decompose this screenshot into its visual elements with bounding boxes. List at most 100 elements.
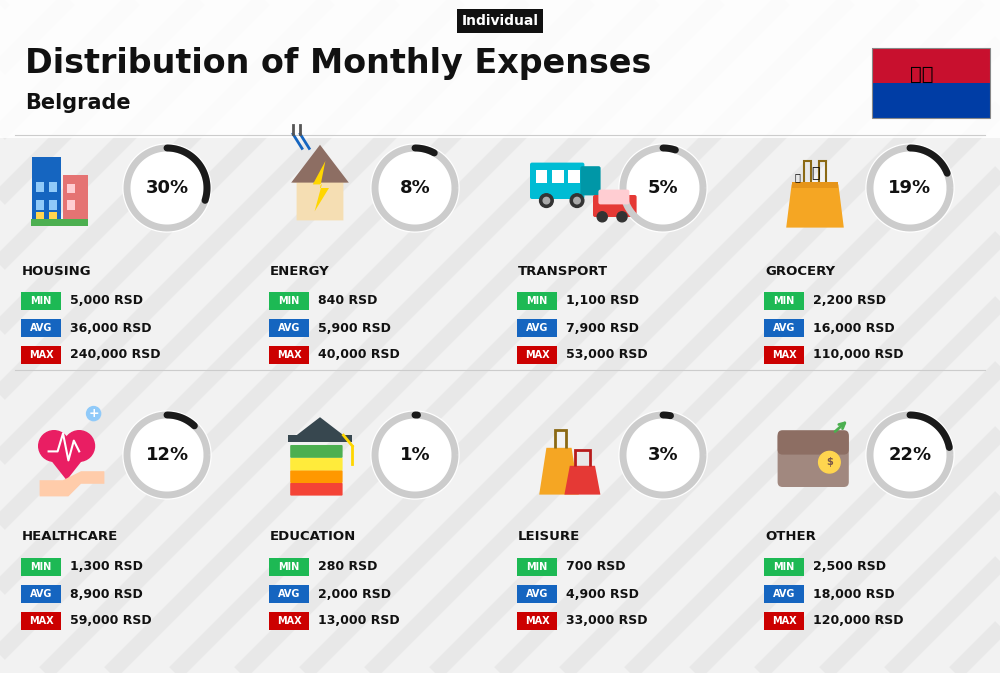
Text: MAX: MAX <box>29 350 53 360</box>
Circle shape <box>540 194 553 207</box>
Text: 8,900 RSD: 8,900 RSD <box>70 588 143 600</box>
FancyBboxPatch shape <box>764 586 804 603</box>
FancyBboxPatch shape <box>36 212 44 219</box>
FancyBboxPatch shape <box>872 48 990 83</box>
FancyBboxPatch shape <box>593 195 637 217</box>
FancyBboxPatch shape <box>269 612 309 630</box>
Circle shape <box>597 212 607 222</box>
Text: ENERGY: ENERGY <box>270 264 330 277</box>
Text: MIN: MIN <box>526 296 548 306</box>
FancyBboxPatch shape <box>67 200 75 209</box>
Text: 1,300 RSD: 1,300 RSD <box>70 561 143 573</box>
Text: AVG: AVG <box>30 589 52 599</box>
FancyBboxPatch shape <box>517 346 557 363</box>
Text: HEALTHCARE: HEALTHCARE <box>22 530 118 544</box>
Polygon shape <box>40 446 94 481</box>
Polygon shape <box>786 184 844 227</box>
Text: MIN: MIN <box>526 562 548 572</box>
Text: 2,000 RSD: 2,000 RSD <box>318 588 391 600</box>
Text: +: + <box>88 407 99 420</box>
Text: 2,200 RSD: 2,200 RSD <box>813 295 886 308</box>
Circle shape <box>123 411 211 499</box>
Text: OTHER: OTHER <box>765 530 816 544</box>
FancyBboxPatch shape <box>290 483 343 495</box>
FancyBboxPatch shape <box>290 445 343 458</box>
Circle shape <box>619 144 707 232</box>
Text: MAX: MAX <box>772 616 796 626</box>
FancyBboxPatch shape <box>517 292 557 310</box>
Text: MIN: MIN <box>30 562 52 572</box>
FancyBboxPatch shape <box>21 612 61 630</box>
FancyBboxPatch shape <box>517 319 557 336</box>
Text: 5%: 5% <box>648 179 678 197</box>
Text: MAX: MAX <box>277 350 301 360</box>
FancyBboxPatch shape <box>0 0 1000 138</box>
Circle shape <box>543 197 550 204</box>
Text: 5,000 RSD: 5,000 RSD <box>70 295 143 308</box>
FancyBboxPatch shape <box>290 470 343 483</box>
Text: 16,000 RSD: 16,000 RSD <box>813 322 895 334</box>
FancyBboxPatch shape <box>36 200 44 209</box>
Polygon shape <box>313 161 329 211</box>
Polygon shape <box>297 417 343 435</box>
Text: 8%: 8% <box>400 179 430 197</box>
Circle shape <box>378 417 453 493</box>
FancyBboxPatch shape <box>21 319 61 336</box>
Text: MIN: MIN <box>30 296 52 306</box>
FancyBboxPatch shape <box>764 319 804 336</box>
Text: AVG: AVG <box>526 589 548 599</box>
Circle shape <box>626 151 700 225</box>
FancyBboxPatch shape <box>580 166 601 195</box>
Text: 3%: 3% <box>648 446 678 464</box>
Text: GROCERY: GROCERY <box>765 264 835 277</box>
Text: HOUSING: HOUSING <box>22 264 92 277</box>
FancyBboxPatch shape <box>517 558 557 575</box>
Text: 30%: 30% <box>145 179 189 197</box>
Text: 110,000 RSD: 110,000 RSD <box>813 349 903 361</box>
FancyBboxPatch shape <box>792 182 838 188</box>
Circle shape <box>130 151 205 225</box>
Text: 120,000 RSD: 120,000 RSD <box>813 614 903 627</box>
FancyBboxPatch shape <box>269 558 309 575</box>
Text: MAX: MAX <box>772 350 796 360</box>
FancyBboxPatch shape <box>764 558 804 575</box>
Text: AVG: AVG <box>773 589 795 599</box>
FancyBboxPatch shape <box>598 190 629 205</box>
Circle shape <box>64 431 94 461</box>
Text: 🥦: 🥦 <box>811 167 819 180</box>
FancyBboxPatch shape <box>269 346 309 363</box>
FancyBboxPatch shape <box>764 346 804 363</box>
Circle shape <box>872 151 948 225</box>
FancyBboxPatch shape <box>63 176 88 220</box>
Polygon shape <box>564 466 600 495</box>
Text: AVG: AVG <box>30 323 52 333</box>
FancyBboxPatch shape <box>290 458 343 470</box>
FancyBboxPatch shape <box>764 612 804 630</box>
Text: Belgrade: Belgrade <box>25 93 131 113</box>
Polygon shape <box>539 448 579 495</box>
Text: 12%: 12% <box>145 446 189 464</box>
Text: EDUCATION: EDUCATION <box>270 530 356 544</box>
Polygon shape <box>291 145 349 182</box>
Text: 59,000 RSD: 59,000 RSD <box>70 614 152 627</box>
Text: 36,000 RSD: 36,000 RSD <box>70 322 152 334</box>
Circle shape <box>39 431 69 461</box>
Text: MIN: MIN <box>773 296 795 306</box>
Text: MAX: MAX <box>277 616 301 626</box>
FancyBboxPatch shape <box>49 212 57 219</box>
FancyBboxPatch shape <box>49 200 57 209</box>
FancyBboxPatch shape <box>764 292 804 310</box>
FancyBboxPatch shape <box>568 170 580 182</box>
Text: 40,000 RSD: 40,000 RSD <box>318 349 400 361</box>
Text: 1,100 RSD: 1,100 RSD <box>566 295 639 308</box>
Text: 13,000 RSD: 13,000 RSD <box>318 614 400 627</box>
Text: 19%: 19% <box>888 179 932 197</box>
Text: 280 RSD: 280 RSD <box>318 561 377 573</box>
FancyBboxPatch shape <box>530 163 584 199</box>
Polygon shape <box>293 149 347 220</box>
FancyBboxPatch shape <box>872 83 990 118</box>
Text: 240,000 RSD: 240,000 RSD <box>70 349 160 361</box>
Text: 5,900 RSD: 5,900 RSD <box>318 322 391 334</box>
Text: MAX: MAX <box>29 616 53 626</box>
FancyBboxPatch shape <box>32 157 61 220</box>
